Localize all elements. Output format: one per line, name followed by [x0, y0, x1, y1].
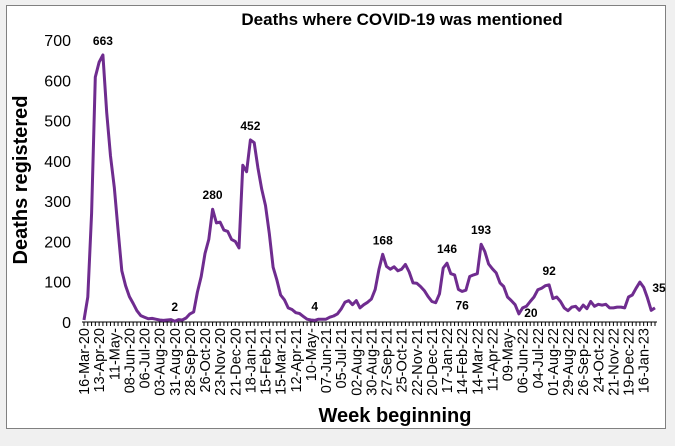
x-tick-label: 10-May- [304, 328, 320, 381]
x-tick-label: 09-May- [501, 328, 517, 381]
x-tick-label: 19-Dec-22 [622, 328, 638, 396]
y-tick-label: 400 [44, 154, 71, 171]
x-tick-label: 15-Feb-21 [259, 328, 275, 395]
series-line [82, 53, 656, 323]
x-tick-label: 01-Aug-22 [546, 328, 562, 396]
x-tick-label: 03-Aug-20 [153, 328, 169, 396]
x-tick-label: 31-Aug-20 [168, 328, 184, 396]
y-tick-label: 600 [44, 73, 71, 90]
x-tick-label: 17-Jan-22 [440, 328, 456, 393]
x-tick-label: 21-Nov-22 [606, 328, 622, 396]
y-tick-label: 100 [44, 275, 71, 292]
data-label: 35 [652, 281, 666, 295]
x-tick-label: 04-Jul-22 [531, 328, 547, 388]
data-label: 2 [171, 300, 178, 314]
y-tick-label: 200 [44, 234, 71, 251]
x-tick-label: 08-Jun-20 [122, 328, 138, 393]
x-tick-label: 15-Mar-21 [274, 328, 290, 395]
y-tick-label: 500 [44, 114, 71, 131]
x-tick-label: 28-Sep-20 [183, 328, 199, 396]
x-tick-label: 24-Oct-22 [591, 328, 607, 392]
x-tick-label: 11-May- [107, 328, 123, 380]
x-tick-label: 06-Jul-20 [138, 328, 154, 388]
x-tick-label: 11-Apr-22 [485, 328, 501, 391]
y-tick-label: 300 [44, 194, 71, 211]
data-label: 76 [455, 298, 469, 312]
data-label: 452 [240, 119, 260, 133]
data-label: 4 [311, 299, 318, 313]
data-label: 20 [524, 306, 538, 320]
x-tick-label: 18-Jan-21 [243, 328, 259, 393]
x-axis: 16-Mar-20 13-Apr-20 11-May- 08-Jun-20 06-Jul… [77, 321, 657, 396]
x-tick-label: 16-Jan-23 [637, 328, 653, 393]
data-label: 168 [373, 233, 393, 247]
x-tick-label: 05-Jul-21 [334, 328, 350, 388]
y-tick-label: 700 [44, 33, 71, 50]
x-tick-label: 23-Nov-20 [213, 328, 229, 396]
x-tick-label: 20-Dec-21 [425, 328, 441, 396]
chart-title: Deaths where COVID-19 was mentioned [241, 10, 562, 29]
y-tick-label: 0 [62, 315, 71, 332]
x-tick-label: 30-Aug-21 [364, 328, 380, 396]
x-tick-label: 25-Oct-21 [395, 328, 411, 392]
data-label: 280 [203, 188, 223, 202]
x-tick-label: 21-Dec-20 [228, 328, 244, 396]
data-label: 663 [93, 34, 113, 48]
y-axis-ticks: 0 100 200 300 400 500 600 700 [44, 33, 71, 332]
data-label: 193 [471, 223, 491, 237]
x-tick-label: 13-Apr-20 [92, 328, 108, 392]
data-label: 146 [437, 242, 457, 256]
x-tick-label: 07-Jun-21 [319, 328, 335, 393]
x-tick-label: 26-Oct-20 [198, 328, 214, 392]
x-axis-label: Week beginning [319, 405, 472, 427]
x-tick-label: 14-Mar-22 [470, 328, 486, 395]
x-tick-label: 16-Mar-20 [77, 328, 93, 395]
x-tick-label: 27-Sep-21 [380, 328, 396, 396]
x-tick-label: 12-Apr-21 [289, 328, 305, 392]
data-labels: 663 2 280 452 4 168 146 76 193 20 92 35 [93, 34, 666, 320]
x-tick-label: 22-Nov-21 [410, 328, 426, 396]
x-tick-label: 02-Aug-21 [349, 328, 365, 396]
x-tick-label: 29-Aug-22 [561, 328, 577, 396]
y-axis-label: Deaths registered [10, 96, 32, 265]
x-tick-label: 14-Feb-22 [455, 328, 471, 395]
data-label: 92 [542, 264, 556, 278]
x-tick-label: 06-Jun-22 [516, 328, 532, 393]
x-tick-label: 26-Sep-22 [576, 328, 592, 396]
